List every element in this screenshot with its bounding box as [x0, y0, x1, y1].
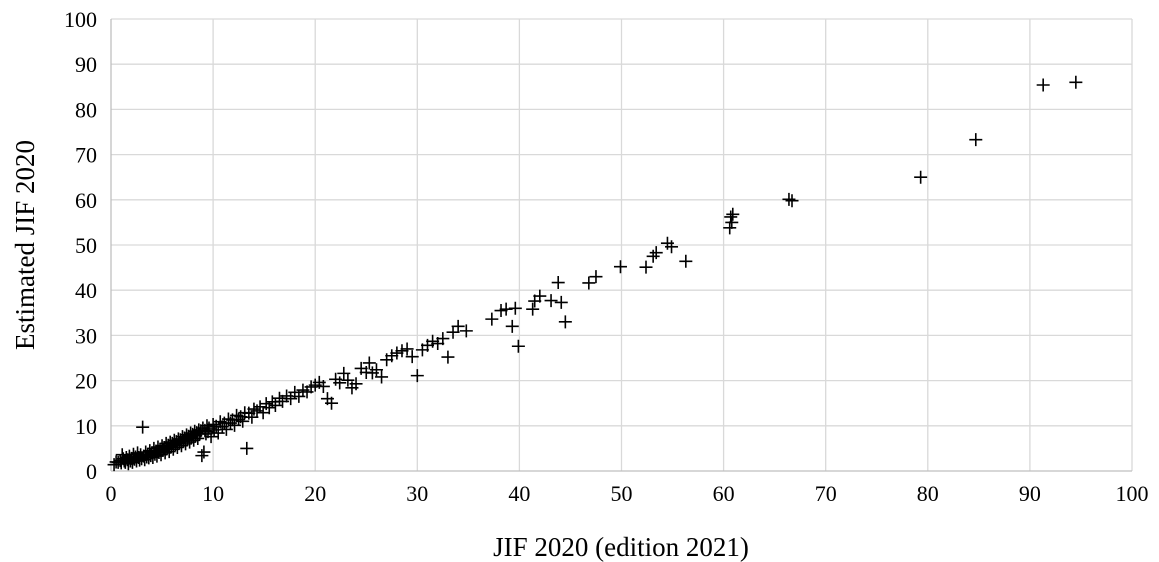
y-tick-label: 50 [75, 233, 97, 258]
data-point [646, 249, 660, 263]
y-tick-label: 40 [75, 278, 97, 303]
data-point [204, 430, 218, 444]
data-point [195, 449, 209, 463]
data-point [558, 315, 572, 329]
data-point [337, 366, 351, 380]
data-point [410, 369, 424, 383]
data-point [262, 401, 276, 415]
data-point [526, 302, 540, 316]
y-tick-label: 20 [75, 369, 97, 394]
data-point [236, 414, 250, 428]
data-point [247, 402, 261, 416]
data-point [253, 400, 267, 414]
data-point [197, 445, 211, 459]
data-point [508, 301, 522, 315]
data-point [554, 295, 568, 309]
data-point [1036, 78, 1050, 92]
data-point [582, 276, 596, 290]
y-tick-label: 30 [75, 323, 97, 348]
y-tick-label: 60 [75, 188, 97, 213]
data-point [316, 379, 330, 393]
data-point [724, 210, 738, 224]
gridlines [111, 18, 1133, 471]
x-tick-label: 30 [406, 481, 428, 506]
data-point [349, 377, 363, 391]
x-tick-label: 60 [713, 481, 735, 506]
y-axis-title: Estimated JIF 2020 [10, 140, 40, 350]
data-point [436, 332, 450, 346]
x-axis-title: JIF 2020 (edition 2021) [493, 532, 749, 562]
y-tick-label: 70 [75, 143, 97, 168]
data-point [589, 270, 603, 284]
y-tick-label: 100 [64, 7, 97, 32]
data-point [369, 363, 383, 377]
y-tick-label: 80 [75, 97, 97, 122]
y-tick-label: 90 [75, 52, 97, 77]
y-tick-label: 10 [75, 414, 97, 439]
data-point [613, 260, 627, 274]
data-point [441, 350, 455, 364]
data-point [723, 221, 737, 235]
data-point [136, 420, 150, 434]
x-tick-label: 40 [508, 481, 530, 506]
data-point [785, 194, 799, 208]
data-point [499, 302, 513, 316]
data-point [725, 215, 739, 229]
data-point [268, 398, 282, 412]
data-point [459, 324, 473, 338]
data-point [969, 133, 983, 147]
data-point [1069, 75, 1083, 89]
data-point [665, 240, 679, 254]
y-tick-label: 0 [86, 459, 97, 484]
tick-labels: 0 10 20 30 40 50 60 70 80 90 100 0 10 20 30 40 50 60 70 80 9… [64, 7, 1149, 506]
data-point [782, 192, 796, 206]
data-point [679, 254, 693, 268]
data-point [341, 373, 355, 387]
x-tick-label: 0 [106, 481, 117, 506]
data-point [505, 319, 519, 333]
x-tick-label: 20 [304, 481, 326, 506]
data-point [544, 294, 558, 308]
data-point [649, 246, 663, 260]
data-point [240, 441, 254, 455]
data-point [206, 417, 220, 431]
data-point [325, 396, 339, 410]
data-point [405, 350, 419, 364]
x-tick-label: 90 [1019, 481, 1041, 506]
axes [110, 19, 1132, 472]
data-point [400, 342, 414, 356]
x-tick-label: 70 [815, 481, 837, 506]
data-point [333, 376, 347, 390]
data-point [511, 339, 525, 353]
data-point [639, 260, 653, 274]
data-points [107, 75, 1083, 472]
x-tick-label: 50 [611, 481, 633, 506]
data-point [272, 391, 286, 405]
data-point [551, 276, 565, 290]
x-tick-label: 100 [1116, 481, 1149, 506]
data-point [533, 289, 547, 303]
data-point [914, 170, 928, 184]
data-point [451, 319, 465, 333]
data-point [362, 356, 376, 370]
x-tick-label: 80 [917, 481, 939, 506]
x-tick-label: 10 [202, 481, 224, 506]
data-point [485, 312, 499, 326]
data-point [375, 370, 389, 384]
data-point [726, 207, 740, 221]
